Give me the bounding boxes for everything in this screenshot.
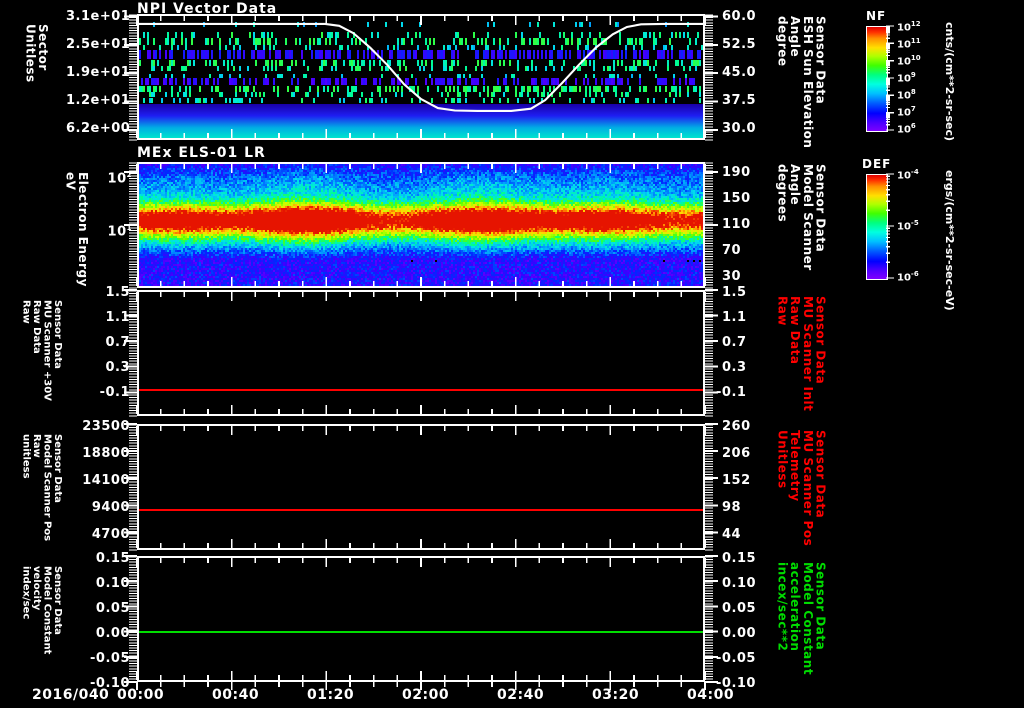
colorbar-nf-tick-0: 1012 <box>897 20 921 34</box>
panel-scannerpos-ytick-right-0: 260 <box>722 419 751 434</box>
time-axis-label-6: 04:00 <box>687 687 735 703</box>
panel-npi-ytick-3: 1.2e+01 <box>66 93 131 108</box>
colorbar-def-tick-0: 10-4 <box>897 168 919 182</box>
colorbar-nf-tick-3: 109 <box>897 71 916 85</box>
panel-els-left-axis-label: Electron Energy eV <box>63 172 91 287</box>
panel-velocity-right-axis-label: Sensor Data Model Constant acceleration … <box>775 562 828 676</box>
time-axis-label-4: 02:40 <box>497 687 545 703</box>
time-axis-label-2: 01:20 <box>307 687 355 703</box>
colorbar-def-title: DEF <box>862 157 892 171</box>
panel-title-els: MEx ELS-01 LR <box>137 145 266 161</box>
panel-mu30v-ytick-2: 0.7 <box>105 335 130 350</box>
panel-scannerpos-ytick-4: 4700 <box>91 527 130 542</box>
panel-npi-left-axis-label: Sector Unitless <box>23 24 51 83</box>
panel-mu30v-trace <box>139 292 703 414</box>
panel-npi-ytick-right-0: 60.0 <box>722 9 757 24</box>
panel-scannerpos-left-axis-label: Sensor Data Model Scanner Pos Raw unitle… <box>20 434 64 542</box>
colorbar-nf-tick-2: 1010 <box>897 54 921 68</box>
colorbar-def-tick-2: 10-6 <box>897 270 919 284</box>
panel-velocity-ytick-4: -0.05 <box>90 651 130 666</box>
colorbar-def-gradient[interactable] <box>866 174 888 280</box>
time-axis-label-1: 00:40 <box>212 687 260 703</box>
panel-velocity-ytick-right-2: 0.05 <box>722 601 757 616</box>
panel-scannerpos-ytick-0: 23500 <box>82 419 130 434</box>
time-axis-date: 2016/040 <box>32 687 110 703</box>
panel-els-ytick-0: 102 <box>107 171 132 187</box>
panel-npi-ytick-right-1: 52.5 <box>722 37 757 52</box>
panel-velocity-plot-area[interactable] <box>137 556 705 682</box>
panel-mu30v-ytick-right-2: 0.7 <box>722 335 747 350</box>
panel-velocity-ytick-right-1: 0.10 <box>722 576 757 591</box>
panel-velocity-trace <box>139 558 703 680</box>
colorbar-nf-title: NF <box>866 9 887 23</box>
colorbar-nf-tick-1: 1011 <box>897 37 921 51</box>
time-axis-label-3: 02:00 <box>402 687 450 703</box>
panel-npi-right-axis-label: Sensor Data ESH Sun Elevation Angle degr… <box>775 16 828 149</box>
colorbar-def-ticks <box>886 173 894 279</box>
panel-velocity-ytick-2: 0.05 <box>95 601 130 616</box>
panel-npi-spectrogram <box>139 16 703 138</box>
colorbar-nf-tick-4: 108 <box>897 88 916 102</box>
panel-velocity-ytick-1: 0.10 <box>95 576 130 591</box>
colorbar-nf-ticks <box>886 25 894 131</box>
panel-velocity-left-axis-label: Sensor Data Model Constant velocity inde… <box>20 566 64 655</box>
panel-els-ytick-right-0: 190 <box>722 165 751 180</box>
panel-npi-ytick-1: 2.5e+01 <box>66 37 131 52</box>
panel-npi-ytick-0: 3.1e+01 <box>66 9 131 24</box>
panel-scannerpos-plot-area[interactable] <box>137 424 705 550</box>
panel-mu30v-right-axis-label: Sensor Data MU Scanner Inlt Raw Data Raw <box>775 296 828 412</box>
panel-els-spectrogram <box>139 164 703 286</box>
panel-velocity-ytick-5: -0.10 <box>90 676 130 691</box>
panel-mu30v-ytick-0: 1.5 <box>105 285 130 300</box>
panel-scannerpos-ytick-2: 14100 <box>82 473 130 488</box>
panel-els-plot-area[interactable] <box>137 162 705 288</box>
panel-mu30v-ytick-1: 1.1 <box>105 310 130 325</box>
panel-mu30v-ytick-3: 0.3 <box>105 360 130 375</box>
time-axis-label-5: 03:20 <box>592 687 640 703</box>
panel-velocity-ytick-right-5: -0.10 <box>716 676 756 691</box>
colorbar-nf-tick-5: 107 <box>897 105 916 119</box>
panel-velocity-ytick-right-3: 0.00 <box>722 626 757 641</box>
colorbar-def-units: ergs/(cm**2-sr-sec-eV) <box>943 170 956 311</box>
panel-velocity-ytick-3: 0.00 <box>95 626 130 641</box>
panel-scannerpos-ytick-3: 9400 <box>91 500 130 515</box>
panel-npi-ytick-4: 6.2e+00 <box>66 121 131 136</box>
colorbar-def-tick-1: 10-5 <box>897 219 919 233</box>
panel-els-ytick-right-2: 110 <box>722 217 751 232</box>
panel-mu30v-ytick-right-1: 1.1 <box>722 310 747 325</box>
panel-scannerpos-ytick-1: 18800 <box>82 446 130 461</box>
panel-els-ytick-right-3: 70 <box>722 243 742 258</box>
panel-mu30v-ytick-right-4: -0.1 <box>716 385 747 400</box>
panel-els-ytick-1: 101 <box>107 224 132 240</box>
panel-mu30v-ytick-4: -0.1 <box>99 385 130 400</box>
time-axis-label-0: 00:00 <box>117 687 165 703</box>
panel-npi-ytick-2: 1.9e+01 <box>66 65 131 80</box>
colorbar-nf-gradient[interactable] <box>866 26 888 132</box>
panel-scannerpos-ytick-right-2: 152 <box>722 473 751 488</box>
panel-velocity-ytick-0: 0.15 <box>95 551 130 566</box>
panel-mu30v-ytick-right-0: 1.5 <box>722 285 747 300</box>
panel-npi-ytick-right-3: 37.5 <box>722 93 757 108</box>
panel-els-right-axis-label: Sensor Data Model Scanner Angle degrees <box>775 164 828 271</box>
panel-scannerpos-ytick-right-4: 44 <box>722 527 742 542</box>
colorbar-nf-units: cnts/(cm**2-sr-sec) <box>943 22 956 142</box>
panel-scannerpos-trace <box>139 426 703 548</box>
panel-scannerpos-ytick-right-3: 98 <box>722 500 742 515</box>
panel-mu30v-ytick-right-3: 0.3 <box>722 360 747 375</box>
panel-els-ytick-right-4: 30 <box>722 269 742 284</box>
panel-mu30v-left-axis-label: Sensor Data MU Scanner +30V Raw Data Raw <box>20 300 64 401</box>
panel-mu30v-plot-area[interactable] <box>137 290 705 416</box>
panel-els-ytick-right-1: 150 <box>722 191 751 206</box>
panel-velocity-ytick-right-0: 0.15 <box>722 551 757 566</box>
panel-npi-ytick-right-4: 30.0 <box>722 121 757 136</box>
panel-scannerpos-right-axis-label: Sensor Data MU Scanner Pos Telemetry Uni… <box>775 430 828 547</box>
panel-npi-ytick-right-2: 45.0 <box>722 65 757 80</box>
panel-velocity-ytick-right-4: -0.05 <box>716 651 756 666</box>
panel-npi-plot-area[interactable] <box>137 14 705 140</box>
panel-scannerpos-ytick-right-1: 206 <box>722 446 751 461</box>
panel-title-npi: NPI Vector Data <box>137 1 278 17</box>
colorbar-nf-tick-6: 106 <box>897 122 916 136</box>
